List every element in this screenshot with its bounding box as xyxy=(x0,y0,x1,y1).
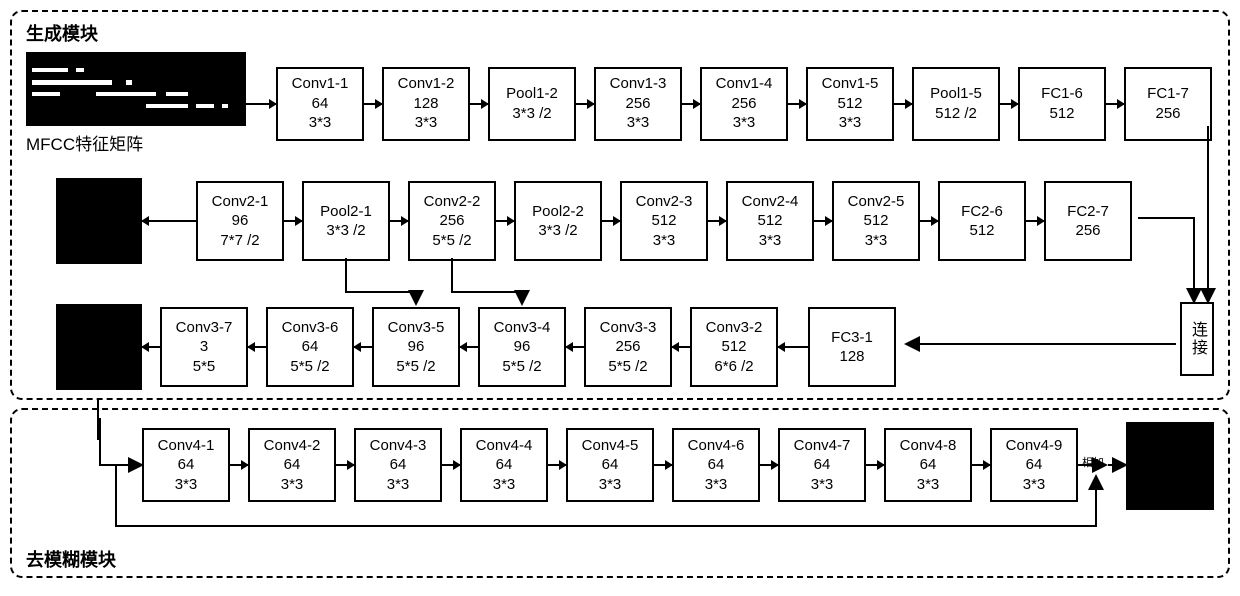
conv4-9: Conv4-9643*3 xyxy=(990,428,1078,502)
arrow xyxy=(788,103,806,105)
arrow xyxy=(814,220,832,222)
conv4-6: Conv4-6643*3 xyxy=(672,428,760,502)
arrow xyxy=(246,103,276,105)
pool2-1: Pool2-13*3 /2 xyxy=(302,181,390,261)
arrow xyxy=(1106,103,1124,105)
arrow xyxy=(672,346,690,348)
conv2-2: Conv2-22565*5 /2 xyxy=(408,181,496,261)
conv4-1: Conv4-1643*3 xyxy=(142,428,230,502)
arrow xyxy=(1000,103,1018,105)
arrow xyxy=(336,464,354,466)
conv4-2: Conv4-2643*3 xyxy=(248,428,336,502)
arrow xyxy=(442,464,460,466)
conv1-5: Conv1-55123*3 xyxy=(806,67,894,141)
fc2-6: FC2-6512 xyxy=(938,181,1026,261)
arrow xyxy=(142,220,196,222)
conv4-7: Conv4-7643*3 xyxy=(778,428,866,502)
mfcc-image: MFCC特征矩阵 xyxy=(26,52,246,155)
arrow xyxy=(708,220,726,222)
arrow xyxy=(760,464,778,466)
fc1-7: FC1-7256 xyxy=(1124,67,1212,141)
arrow xyxy=(1026,220,1044,222)
conv2-5: Conv2-55123*3 xyxy=(832,181,920,261)
row3: Conv3-735*5 Conv3-6645*5 /2 Conv3-5965*5… xyxy=(56,304,896,390)
pool1-2: Pool1-23*3 /2 xyxy=(488,67,576,141)
arrow xyxy=(548,464,566,466)
add-label: 相加 xyxy=(1082,454,1104,470)
arrow xyxy=(364,103,382,105)
conv4-5: Conv4-5643*3 xyxy=(566,428,654,502)
deblur-module: Conv4-1643*3 Conv4-2643*3 Conv4-3643*3 C… xyxy=(10,408,1230,578)
conv4-4: Conv4-4643*3 xyxy=(460,428,548,502)
arrow xyxy=(866,464,884,466)
arrow xyxy=(284,220,302,222)
conv2-4: Conv2-45123*3 xyxy=(726,181,814,261)
concat-box: 连接 xyxy=(1180,302,1214,376)
arrow xyxy=(894,103,912,105)
fc3-1: FC3-1128 xyxy=(808,307,896,387)
arrow xyxy=(576,103,594,105)
row2: Conv2-1967*7 /2 Pool2-13*3 /2 Conv2-2256… xyxy=(56,178,1132,264)
face-input xyxy=(56,178,142,264)
conv3-6: Conv3-6645*5 /2 xyxy=(266,307,354,387)
arrow xyxy=(496,220,514,222)
arrow xyxy=(460,346,478,348)
arrow xyxy=(566,346,584,348)
conv3-5: Conv3-5965*5 /2 xyxy=(372,307,460,387)
arrow xyxy=(230,464,248,466)
conv1-2: Conv1-21283*3 xyxy=(382,67,470,141)
arrow xyxy=(972,464,990,466)
row4: Conv4-1643*3 Conv4-2643*3 Conv4-3643*3 C… xyxy=(142,428,1078,502)
conv1-4: Conv1-42563*3 xyxy=(700,67,788,141)
gen-title: 生成模块 xyxy=(26,20,1214,46)
arrow xyxy=(354,346,372,348)
face-output xyxy=(56,304,142,390)
arrow xyxy=(602,220,620,222)
arrow xyxy=(778,346,808,348)
row1: MFCC特征矩阵 Conv1-1643*3 Conv1-21283*3 Pool… xyxy=(26,52,1212,155)
conv1-1: Conv1-1643*3 xyxy=(276,67,364,141)
conv3-2: Conv3-25126*6 /2 xyxy=(690,307,778,387)
arrow xyxy=(142,346,160,348)
conv2-3: Conv2-35123*3 xyxy=(620,181,708,261)
conv3-4: Conv3-4965*5 /2 xyxy=(478,307,566,387)
conv3-3: Conv3-32565*5 /2 xyxy=(584,307,672,387)
conv2-1: Conv2-1967*7 /2 xyxy=(196,181,284,261)
arrow xyxy=(920,220,938,222)
arrow xyxy=(654,464,672,466)
pool1-5: Pool1-5512 /2 xyxy=(912,67,1000,141)
deblur-title: 去模糊模块 xyxy=(26,546,1214,572)
fc1-6: FC1-6512 xyxy=(1018,67,1106,141)
conv1-3: Conv1-32563*3 xyxy=(594,67,682,141)
generation-module: 生成模块 MFCC特征矩阵 Conv1 xyxy=(10,10,1230,400)
mfcc-caption: MFCC特征矩阵 xyxy=(26,130,246,155)
conv4-3: Conv4-3643*3 xyxy=(354,428,442,502)
pool2-2: Pool2-23*3 /2 xyxy=(514,181,602,261)
arrow xyxy=(470,103,488,105)
deblur-output xyxy=(1126,422,1214,510)
conv3-7: Conv3-735*5 xyxy=(160,307,248,387)
arrow xyxy=(248,346,266,348)
arrow xyxy=(390,220,408,222)
conv4-8: Conv4-8643*3 xyxy=(884,428,972,502)
arrow xyxy=(682,103,700,105)
fc2-7: FC2-7256 xyxy=(1044,181,1132,261)
